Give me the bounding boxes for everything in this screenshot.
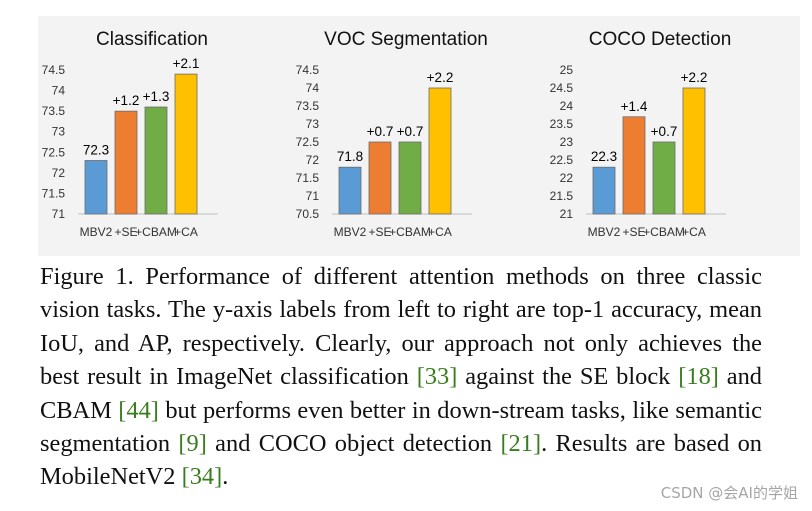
- caption-text: .: [222, 463, 229, 491]
- x-tick-label: MBV2: [334, 225, 367, 239]
- bar-ca: [428, 87, 452, 215]
- bar-se: [368, 141, 392, 215]
- x-tick-label: +CBAM: [135, 225, 177, 239]
- watermark: CSDN @会AI的学姐: [660, 484, 798, 502]
- bar-se: [114, 110, 138, 215]
- y-tick-label: 72.5: [296, 135, 320, 149]
- y-tick-label: 72.5: [42, 145, 66, 159]
- y-tick-label: 25: [560, 63, 574, 77]
- bar-se: [622, 116, 646, 215]
- y-tick-label: 24: [560, 99, 574, 113]
- y-tick-label: 73.5: [296, 99, 320, 113]
- caption-text: Figure 1. Performance of different atten…: [40, 263, 762, 391]
- citation-link[interactable]: [44]: [118, 396, 159, 424]
- citation-link[interactable]: [9]: [178, 430, 207, 458]
- chart-title: COCO Detection: [589, 29, 732, 50]
- y-tick-label: 23.5: [550, 117, 574, 131]
- classification-chart: Classification 71 71.5 72 72.5 73 73.5 74 74.5 72…: [42, 29, 218, 239]
- y-tick-label: 74: [306, 81, 320, 95]
- data-label: +1.3: [143, 89, 170, 104]
- y-tick-label: 71.5: [42, 186, 66, 200]
- data-label: +1.2: [113, 93, 140, 108]
- y-tick-label: 71: [306, 189, 320, 203]
- citation-link[interactable]: [21]: [500, 430, 542, 458]
- x-tick-label: +SE: [622, 225, 645, 239]
- bar-cbam: [652, 141, 676, 215]
- y-tick-label: 21: [560, 207, 574, 221]
- x-tick-label: +SE: [114, 225, 137, 239]
- chart-title: VOC Segmentation: [324, 29, 488, 50]
- y-tick-label: 74.5: [296, 63, 320, 77]
- y-tick-label: 24.5: [550, 81, 574, 95]
- data-label: 72.3: [83, 143, 109, 158]
- data-label: +0.7: [367, 124, 394, 139]
- citation-link[interactable]: [18]: [678, 363, 719, 391]
- data-label: +0.7: [651, 124, 678, 139]
- caption-text: . Results are based on MobileNetV2: [40, 430, 762, 491]
- figure-caption: Figure 1. Performance of different atten…: [40, 260, 762, 494]
- coco-detection-chart: COCO Detection 21 21.5 22 22.5 23 23.5 24 24.5 25…: [550, 29, 732, 239]
- x-tick-label: MBV2: [588, 225, 621, 239]
- y-tick-label: 73: [306, 117, 320, 131]
- y-tick-label: 74: [52, 84, 66, 98]
- x-tick-label: +CA: [428, 225, 452, 239]
- x-tick-label: +CBAM: [643, 225, 685, 239]
- y-tick-label: 73: [52, 125, 66, 139]
- y-tick-label: 22.5: [550, 153, 574, 167]
- caption-text: against the SE block: [457, 363, 679, 391]
- x-tick-label: +CBAM: [389, 225, 431, 239]
- x-tick-label: +CA: [682, 225, 706, 239]
- y-tick-label: 74.5: [42, 63, 66, 77]
- y-tick-label: 23: [560, 135, 574, 149]
- bar-ca: [174, 73, 198, 215]
- y-tick-label: 21.5: [550, 189, 574, 203]
- caption-text: but performs even better in down-stream …: [40, 396, 763, 458]
- bar-cbam: [398, 141, 422, 215]
- x-tick-label: +CA: [174, 225, 198, 239]
- citation-link[interactable]: [33]: [416, 363, 458, 391]
- bar-cbam: [144, 106, 168, 215]
- y-tick-label: 73.5: [42, 104, 66, 118]
- y-tick-label: 22: [560, 171, 574, 185]
- y-tick-label: 72: [52, 166, 66, 180]
- data-label: +1.4: [621, 99, 648, 114]
- bar-mbv2: [338, 166, 362, 215]
- y-tick-label: 71: [52, 207, 66, 221]
- caption-text: and CBAM: [40, 363, 763, 424]
- x-tick-label: +SE: [368, 225, 391, 239]
- data-label: 71.8: [337, 149, 363, 164]
- data-label: +0.7: [397, 124, 424, 139]
- y-tick-label: 72: [306, 153, 320, 167]
- y-tick-label: 71.5: [296, 171, 320, 185]
- data-label: 22.3: [591, 149, 617, 164]
- bar-ca: [682, 87, 706, 215]
- voc-segmentation-chart: VOC Segmentation 70.5 71 71.5 72 72.5 73 73.5 74…: [296, 29, 488, 239]
- data-label: +2.2: [427, 70, 454, 85]
- caption-text: and COCO object detection: [206, 430, 501, 458]
- citation-link[interactable]: [34]: [181, 463, 223, 491]
- data-label: +2.2: [681, 70, 708, 85]
- chart-title: Classification: [96, 29, 208, 50]
- x-tick-label: MBV2: [80, 225, 113, 239]
- bar-mbv2: [592, 166, 616, 215]
- bar-mbv2: [84, 160, 108, 215]
- y-tick-label: 70.5: [296, 207, 320, 221]
- data-label: +2.1: [173, 56, 200, 71]
